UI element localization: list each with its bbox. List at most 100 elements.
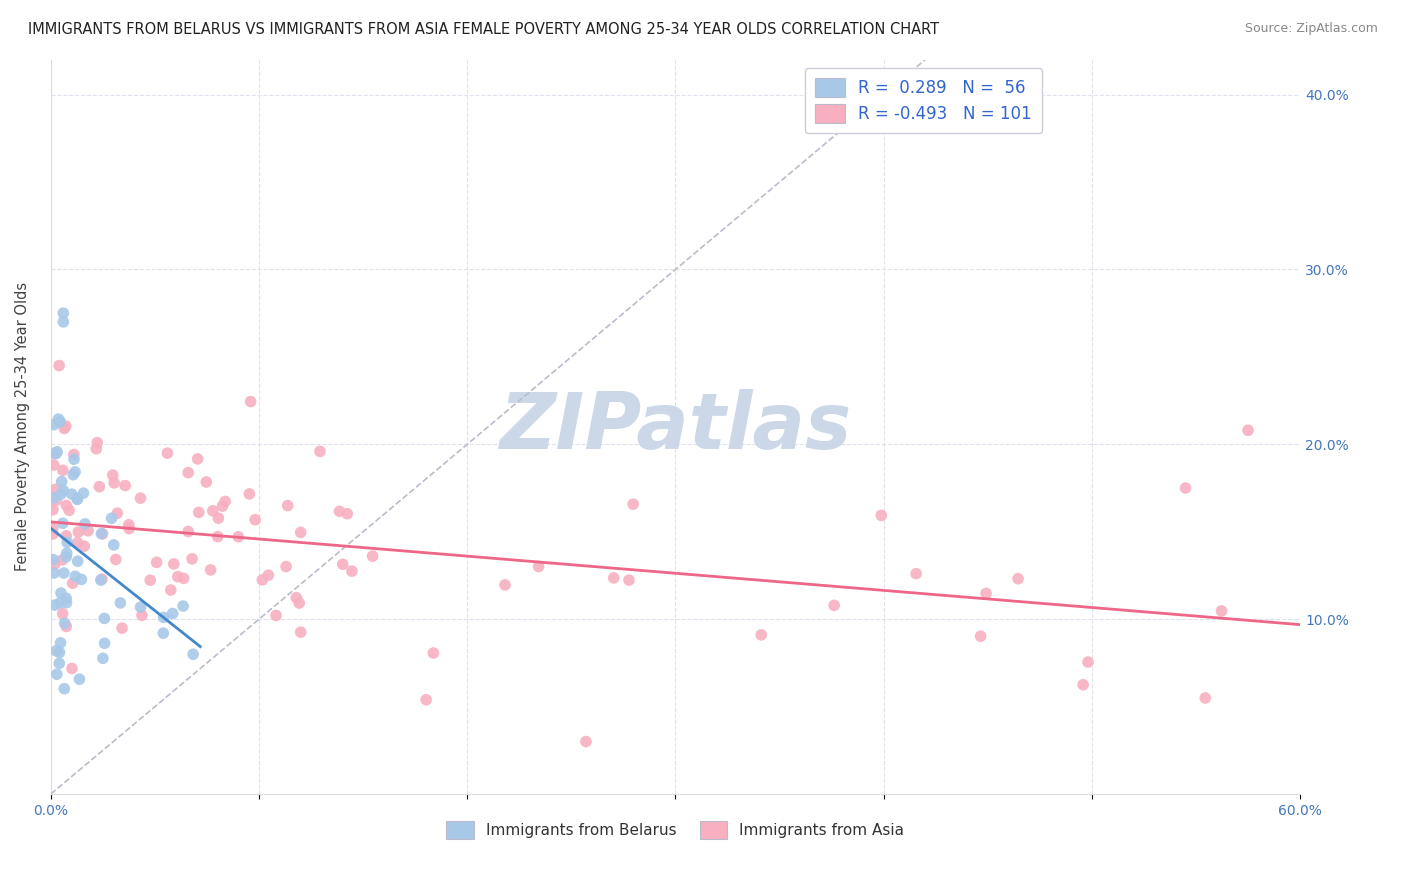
Point xyxy=(66,492,89,507)
Point xyxy=(49,636,72,650)
Point xyxy=(55,419,77,434)
Point xyxy=(62,576,84,591)
Point xyxy=(45,447,67,461)
Point xyxy=(52,607,75,621)
Point xyxy=(187,451,209,466)
Point xyxy=(49,487,72,501)
Point xyxy=(42,458,65,472)
Point xyxy=(145,555,167,569)
Point xyxy=(177,466,200,480)
Point xyxy=(46,444,69,458)
Point xyxy=(340,564,363,578)
Point xyxy=(42,527,65,541)
Point xyxy=(207,530,229,544)
Point xyxy=(55,499,77,513)
Point xyxy=(55,546,77,560)
Point xyxy=(336,507,359,521)
Point xyxy=(103,538,125,552)
Point xyxy=(1071,678,1094,692)
Point xyxy=(172,599,194,613)
Point xyxy=(974,586,997,600)
Point xyxy=(67,524,90,539)
Point xyxy=(53,421,76,435)
Point xyxy=(274,559,297,574)
Point xyxy=(55,596,77,610)
Point xyxy=(66,535,89,549)
Text: ZIPatlas: ZIPatlas xyxy=(499,389,852,465)
Point xyxy=(111,621,134,635)
Point xyxy=(181,552,204,566)
Point xyxy=(238,487,260,501)
Point xyxy=(52,306,75,320)
Point xyxy=(42,552,65,566)
Point xyxy=(129,600,152,615)
Point xyxy=(214,494,236,508)
Point xyxy=(42,502,65,516)
Point xyxy=(211,499,233,513)
Point xyxy=(60,661,83,675)
Point xyxy=(67,672,90,686)
Point xyxy=(617,573,640,587)
Point xyxy=(45,483,67,497)
Point xyxy=(1174,481,1197,495)
Point xyxy=(162,607,184,621)
Point xyxy=(66,491,89,506)
Point xyxy=(55,529,77,543)
Point xyxy=(277,499,299,513)
Point xyxy=(870,508,893,523)
Point xyxy=(45,493,67,508)
Point xyxy=(42,417,65,432)
Point xyxy=(89,480,111,494)
Point xyxy=(77,524,100,538)
Point xyxy=(1237,423,1260,437)
Y-axis label: Female Poverty Among 25-34 Year Olds: Female Poverty Among 25-34 Year Olds xyxy=(15,282,30,572)
Point xyxy=(48,412,70,426)
Point xyxy=(415,693,437,707)
Point xyxy=(52,516,75,531)
Point xyxy=(86,435,108,450)
Point xyxy=(91,526,114,541)
Point xyxy=(422,646,444,660)
Point xyxy=(65,569,87,583)
Point xyxy=(72,486,94,500)
Point xyxy=(51,475,73,489)
Point xyxy=(60,487,83,501)
Point xyxy=(1007,572,1029,586)
Point xyxy=(152,610,174,624)
Point xyxy=(44,558,66,572)
Point xyxy=(187,505,209,519)
Point xyxy=(73,516,96,531)
Point xyxy=(45,644,67,658)
Point xyxy=(163,557,186,571)
Point xyxy=(48,657,70,671)
Text: IMMIGRANTS FROM BELARUS VS IMMIGRANTS FROM ASIA FEMALE POVERTY AMONG 25-34 YEAR : IMMIGRANTS FROM BELARUS VS IMMIGRANTS FR… xyxy=(28,22,939,37)
Point xyxy=(173,571,195,585)
Point xyxy=(243,513,266,527)
Point xyxy=(257,568,280,582)
Point xyxy=(328,504,350,518)
Point xyxy=(201,504,224,518)
Point xyxy=(104,552,127,566)
Point xyxy=(129,491,152,505)
Point xyxy=(105,506,128,520)
Point xyxy=(527,559,550,574)
Point xyxy=(823,599,845,613)
Point xyxy=(53,616,76,631)
Point xyxy=(52,463,75,477)
Point xyxy=(55,591,77,606)
Point xyxy=(90,526,112,541)
Point xyxy=(575,734,598,748)
Point xyxy=(290,625,312,640)
Point xyxy=(91,651,114,665)
Point xyxy=(332,558,354,572)
Point xyxy=(52,483,75,498)
Point xyxy=(969,629,991,643)
Point xyxy=(48,359,70,373)
Point xyxy=(285,591,308,605)
Point xyxy=(42,491,65,505)
Point xyxy=(52,566,75,580)
Point xyxy=(45,667,67,681)
Point xyxy=(195,475,218,489)
Point xyxy=(42,446,65,460)
Point xyxy=(264,608,287,623)
